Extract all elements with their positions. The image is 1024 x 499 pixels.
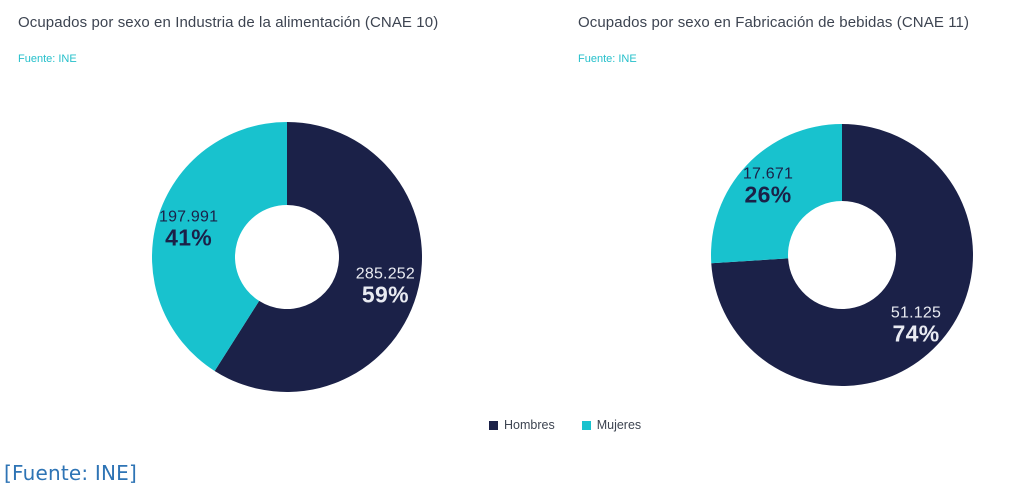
slice-percent-label-mujeres: 26% [745,182,792,208]
document-source-caption: [Fuente: INE] [4,461,138,485]
legend-label-mujeres: Mujeres [596,418,642,432]
legend-swatch-mujeres [581,420,591,430]
slice-percent-label-hombres: 59% [362,282,409,308]
slice-value-label-mujeres: 197.991 [159,208,218,225]
legend-swatch-hombres [489,420,498,430]
chart-legend: Hombres Mujeres [489,418,641,432]
slice-value-label-mujeres: 17.671 [743,166,793,183]
donut-slice-hombres[interactable] [214,122,423,392]
legend-label-hombres: Hombres [504,418,555,432]
donut-slice-mujeres[interactable] [711,124,842,264]
donut-slice-hombres[interactable] [711,124,974,386]
legend-item-mujeres[interactable]: Mujeres [581,418,642,432]
chart-title-cnae11: Ocupados por sexo en Fabricación de bebi… [578,14,970,31]
slice-value-label-hombres: 285.252 [356,266,415,283]
donut-slice-mujeres[interactable] [152,122,287,371]
legend-item-hombres[interactable]: Hombres [489,418,555,432]
chart-source-cnae11: Fuente: INE [578,53,637,65]
slice-value-label-hombres: 51.125 [891,305,941,322]
slice-percent-label-mujeres: 41% [165,224,212,250]
chart-title-cnae10: Ocupados por sexo en Industria de la ali… [18,14,439,31]
slice-percent-label-hombres: 74% [893,321,940,347]
chart-source-cnae10: Fuente: INE [18,53,77,65]
